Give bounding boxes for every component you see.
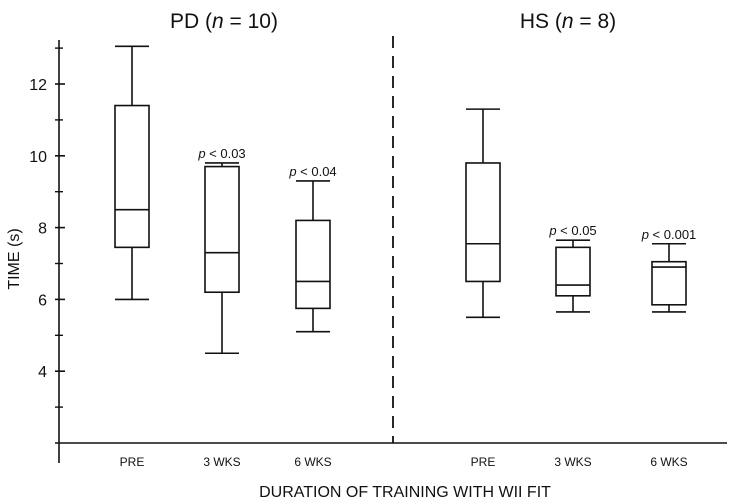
iqr-box [295, 219, 331, 310]
box-group: p < 0.04 [288, 164, 337, 333]
y-tick-label: 12 [29, 77, 47, 94]
box-group: p < 0.001 [641, 227, 697, 313]
y-tick-label: 10 [29, 149, 47, 166]
x-category-label: PRE [471, 455, 496, 469]
p-value-annotation: p < 0.05 [548, 223, 596, 238]
box-groups: p < 0.03 p < 0.04 p < 0.05 p < 0.001 [114, 45, 697, 355]
p-value-annotation: p < 0.001 [641, 227, 697, 242]
iqr-box [114, 104, 150, 249]
x-category-label: 3 WKS [203, 455, 240, 469]
panel-title-hs: HS (n = 8) [520, 10, 616, 33]
panel-title-pd: PD (n = 10) [170, 10, 278, 33]
p-value-annotation: p < 0.04 [288, 164, 336, 179]
y-ticks: 4 6 8 10 12 [29, 47, 65, 408]
p-value-annotation: p < 0.03 [197, 146, 245, 161]
box-group: p < 0.03 [197, 146, 246, 355]
x-axis-title: DURATION OF TRAINING WITH WII FIT [259, 484, 551, 501]
y-tick-label: 6 [38, 292, 47, 309]
box-group [114, 45, 150, 301]
y-axis-title: TIME (s) [6, 228, 23, 289]
iqr-box [465, 162, 501, 283]
iqr-box [204, 165, 240, 294]
iqr-box [651, 260, 687, 306]
x-category-labels: PRE 3 WKS 6 WKS PRE 3 WKS 6 WKS [120, 455, 688, 469]
box-group [465, 108, 501, 319]
y-tick-label: 8 [38, 221, 47, 238]
box-group: p < 0.05 [548, 223, 597, 313]
x-category-label: 3 WKS [554, 455, 591, 469]
x-category-label: 6 WKS [650, 455, 687, 469]
iqr-box [555, 246, 591, 297]
x-category-label: 6 WKS [294, 455, 331, 469]
y-tick-label: 4 [38, 364, 47, 381]
x-category-label: PRE [120, 455, 145, 469]
